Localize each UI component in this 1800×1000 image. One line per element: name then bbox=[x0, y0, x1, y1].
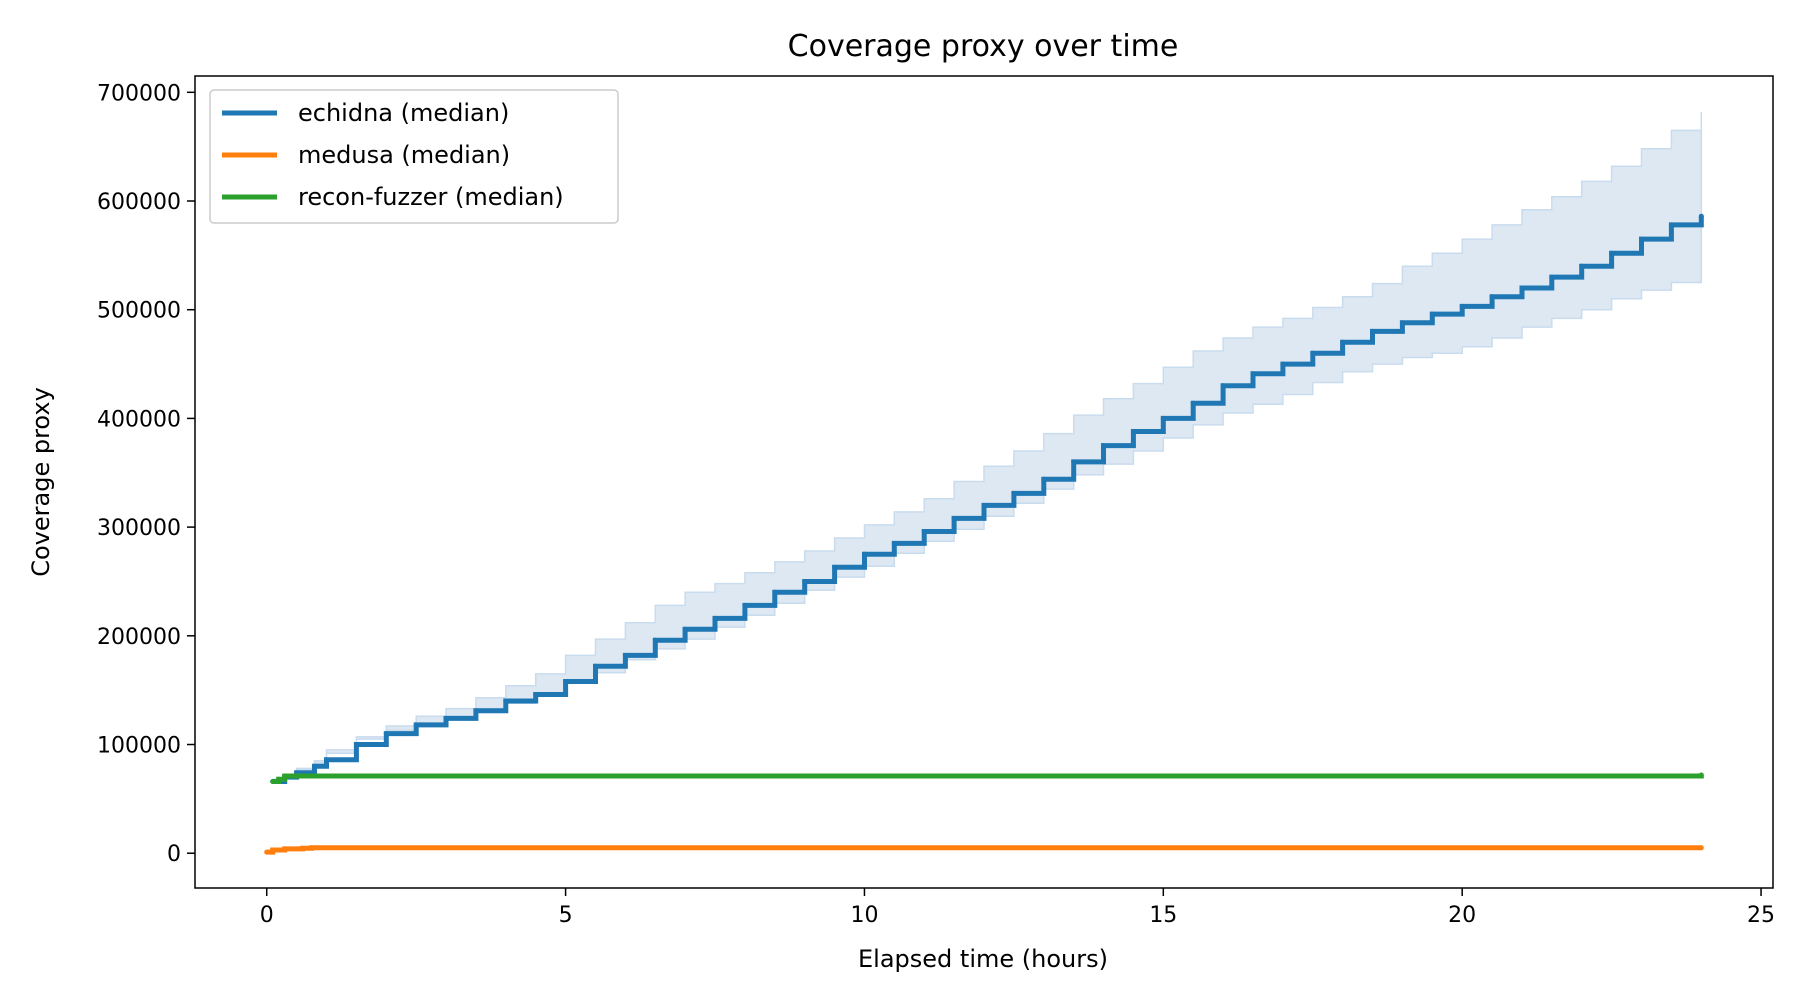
y-tick-label: 100000 bbox=[97, 734, 181, 759]
data-point bbox=[772, 589, 778, 595]
data-point bbox=[270, 847, 276, 853]
plot-area bbox=[194, 75, 1774, 889]
data-point bbox=[300, 845, 306, 851]
data-point bbox=[1698, 772, 1704, 778]
data-point bbox=[1668, 222, 1674, 228]
data-point bbox=[1698, 845, 1704, 851]
legend-item: medusa (median) bbox=[222, 141, 510, 169]
data-point bbox=[1190, 400, 1196, 406]
data-point bbox=[1130, 429, 1136, 434]
chart-title: Coverage proxy over time bbox=[788, 29, 1179, 64]
series-1 bbox=[264, 845, 1704, 855]
data-point bbox=[1519, 285, 1525, 291]
x-axis-ticks: 0 5 10 15 20 25 bbox=[260, 888, 1775, 928]
x-axis-label: Elapsed time (hours) bbox=[858, 945, 1108, 973]
data-point bbox=[1609, 250, 1615, 256]
data-point bbox=[276, 776, 282, 782]
data-point bbox=[1220, 383, 1226, 389]
x-tick-label: 15 bbox=[1149, 903, 1177, 928]
data-point bbox=[832, 564, 838, 570]
data-point bbox=[324, 757, 329, 763]
data-point bbox=[1340, 339, 1346, 345]
data-point bbox=[1579, 263, 1585, 269]
legend-label: medusa (median) bbox=[298, 141, 510, 169]
legend: echidna (median) medusa (median) recon-fuz… bbox=[209, 89, 619, 224]
data-point bbox=[413, 722, 419, 728]
data-point bbox=[312, 763, 317, 769]
data-point bbox=[1459, 303, 1465, 309]
y-tick-label: 200000 bbox=[97, 625, 181, 650]
data-point bbox=[593, 663, 598, 669]
series-0 bbox=[270, 213, 1704, 784]
data-point bbox=[1370, 328, 1375, 334]
data-point bbox=[1250, 371, 1256, 377]
data-point bbox=[1549, 274, 1555, 280]
data-point bbox=[862, 551, 867, 557]
data-point bbox=[682, 626, 688, 632]
x-tick-label: 0 bbox=[260, 903, 274, 928]
y-tick-label: 300000 bbox=[97, 516, 181, 541]
data-point bbox=[1101, 443, 1106, 449]
data-point bbox=[921, 529, 927, 534]
legend-label: echidna (median) bbox=[298, 99, 509, 127]
x-tick-label: 20 bbox=[1448, 903, 1476, 928]
series-2 bbox=[270, 772, 1704, 784]
data-point bbox=[891, 540, 897, 546]
data-point bbox=[652, 637, 658, 643]
data-point bbox=[309, 845, 315, 851]
data-point bbox=[1429, 311, 1435, 317]
data-point bbox=[1639, 236, 1644, 242]
data-point bbox=[951, 515, 957, 521]
data-point bbox=[1399, 320, 1405, 326]
legend-box bbox=[209, 89, 619, 224]
data-point bbox=[742, 602, 748, 608]
data-point bbox=[622, 652, 628, 658]
legend-item: recon-fuzzer (median) bbox=[222, 183, 564, 211]
data-point bbox=[712, 615, 718, 621]
data-point bbox=[533, 692, 539, 697]
series-lines bbox=[264, 213, 1704, 855]
data-point bbox=[443, 715, 449, 721]
legend-label: recon-fuzzer (median) bbox=[298, 183, 564, 211]
legend-items: echidna (median) medusa (median) recon-fuz… bbox=[222, 99, 564, 211]
data-point bbox=[1280, 361, 1286, 367]
y-tick-label: 500000 bbox=[97, 299, 181, 324]
y-axis-ticks: 0 100000 200000 300000 400000 500000 600000 700… bbox=[97, 81, 195, 867]
data-point bbox=[1071, 459, 1077, 465]
x-tick-label: 10 bbox=[850, 903, 878, 928]
data-point bbox=[264, 849, 270, 855]
data-point bbox=[1489, 294, 1495, 300]
data-point bbox=[1041, 476, 1047, 482]
data-point bbox=[1310, 350, 1316, 356]
data-point bbox=[503, 698, 509, 704]
data-point bbox=[1698, 213, 1704, 219]
data-point bbox=[270, 779, 276, 784]
x-tick-label: 5 bbox=[559, 903, 573, 928]
y-axis-label: Coverage proxy bbox=[27, 387, 55, 577]
data-point bbox=[981, 502, 987, 508]
data-point bbox=[802, 579, 808, 584]
axes-frame bbox=[194, 75, 1774, 889]
data-point bbox=[1011, 490, 1017, 496]
data-point bbox=[282, 773, 288, 779]
data-point bbox=[473, 708, 479, 714]
y-tick-label: 600000 bbox=[97, 190, 181, 215]
y-tick-label: 400000 bbox=[97, 407, 181, 432]
data-point bbox=[282, 846, 288, 852]
data-point bbox=[563, 679, 569, 684]
legend-item: echidna (median) bbox=[222, 99, 509, 127]
y-tick-label: 700000 bbox=[97, 81, 181, 106]
x-tick-label: 25 bbox=[1747, 903, 1775, 928]
y-tick-label: 0 bbox=[167, 842, 181, 867]
data-point bbox=[353, 742, 359, 747]
data-point bbox=[383, 731, 389, 737]
data-point bbox=[1160, 415, 1166, 421]
